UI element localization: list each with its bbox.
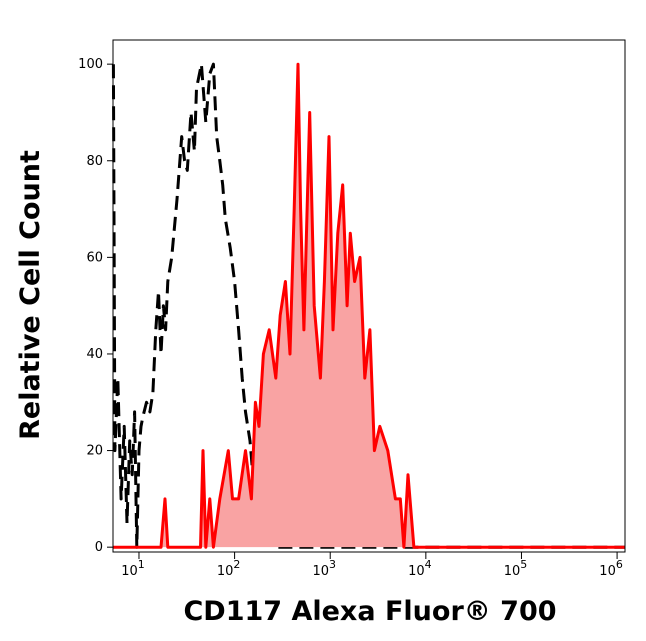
plot-frame: [112, 39, 626, 553]
x-tick-exponent: 3: [329, 558, 336, 571]
y-tick-label: 60: [86, 250, 103, 265]
x-axis-title: CD117 Alexa Fluor® 700: [183, 596, 556, 627]
line: [111, 62, 625, 549]
x-tick-exponent: 2: [233, 558, 240, 571]
x-tick-label: 102: [217, 558, 241, 579]
y-tick-label: 40: [86, 347, 103, 362]
x-tick-label: 101: [121, 558, 145, 579]
x-tick-base: 10: [121, 564, 138, 579]
x-tick-base: 10: [504, 564, 521, 579]
x-tick-base: 10: [217, 564, 234, 579]
x-tick-base: 10: [312, 564, 329, 579]
x-tick-label: 104: [408, 558, 432, 579]
x-tick-exponent: 6: [616, 558, 623, 571]
line: [113, 62, 625, 549]
area: [113, 64, 626, 548]
y-tick-label: 100: [78, 57, 103, 72]
x-tick-base: 10: [408, 564, 425, 579]
x-tick-base: 10: [599, 564, 616, 579]
y-tick-label: 80: [86, 154, 103, 169]
x-tick-label: 105: [504, 558, 528, 579]
y-tick-label: 0: [95, 540, 103, 555]
x-tick-exponent: 1: [138, 558, 145, 571]
x-tick-exponent: 4: [425, 558, 432, 571]
y-axis-title: Relative Cell Count: [15, 150, 46, 440]
x-tick-exponent: 5: [520, 558, 527, 571]
x-tick-label: 106: [599, 558, 623, 579]
x-tick-label: 103: [312, 558, 336, 579]
y-tick-label: 20: [86, 444, 103, 459]
